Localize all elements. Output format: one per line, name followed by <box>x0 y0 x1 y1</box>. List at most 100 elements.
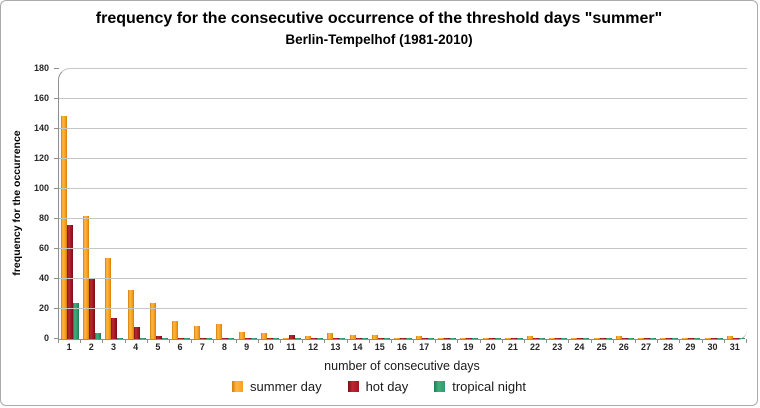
y-tick-label: 140 <box>33 123 49 133</box>
bar-hot-day <box>621 337 628 339</box>
x-tick-mark <box>146 339 148 343</box>
x-tick-label: 21 <box>507 342 518 352</box>
bar-hot-day <box>244 337 251 339</box>
bar-hot-day <box>444 337 451 339</box>
legend-swatch-icon <box>232 381 244 392</box>
bar-hot-day <box>666 337 673 339</box>
x-tick-mark <box>235 339 237 343</box>
legend-label: tropical night <box>452 379 526 394</box>
bar-tropical-night <box>539 337 546 339</box>
bar-summer-day <box>238 331 245 339</box>
x-tick-label: 25 <box>596 342 607 352</box>
bar-tropical-night <box>605 337 612 339</box>
x-tick-label: 13 <box>330 342 341 352</box>
x-tick-label: 30 <box>707 342 718 352</box>
bar-hot-day <box>111 318 118 339</box>
x-tick-label: 10 <box>263 342 274 352</box>
bar-hot-day <box>488 337 495 339</box>
y-tick-label: 160 <box>33 93 49 103</box>
bar-hot-day <box>555 337 562 339</box>
bar-summer-day <box>416 336 423 339</box>
y-tick-mark <box>54 248 59 249</box>
x-tick-mark <box>723 339 725 343</box>
bar-summer-day <box>682 337 689 339</box>
x-tick-mark <box>701 339 703 343</box>
bar-hot-day <box>577 337 584 339</box>
bar-tropical-night <box>405 337 412 339</box>
y-tick-mark <box>54 218 59 219</box>
gridline <box>59 308 747 309</box>
x-tick-label: 26 <box>618 342 629 352</box>
bar-tropical-night <box>272 337 279 339</box>
legend-item: summer day <box>232 379 322 394</box>
x-tick-label: 27 <box>640 342 651 352</box>
bar-group <box>436 69 458 339</box>
gridline <box>59 98 747 99</box>
gridline <box>59 158 747 159</box>
y-tick-mark <box>54 338 59 339</box>
x-tick-label: 17 <box>419 342 430 352</box>
chart-title: frequency for the consecutive occurrence… <box>95 10 663 27</box>
bar-tropical-night <box>583 337 590 339</box>
x-tick-label: 29 <box>685 342 696 352</box>
legend-item: tropical night <box>434 379 526 394</box>
bar-hot-day <box>333 337 340 339</box>
x-tick-label: 23 <box>552 342 563 352</box>
bar-group <box>636 69 658 339</box>
bar-summer-day <box>105 258 112 339</box>
bar-group <box>592 69 614 339</box>
bar-group <box>192 69 214 339</box>
bar-summer-day <box>460 337 467 339</box>
y-tick-label: 120 <box>33 153 49 163</box>
x-tick-label: 7 <box>199 342 205 352</box>
bar-hot-day <box>399 337 406 339</box>
x-tick-mark <box>590 339 592 343</box>
bar-hot-day <box>377 337 384 339</box>
bar-hot-day <box>133 327 140 339</box>
x-tick-mark <box>457 339 459 343</box>
gridline <box>59 278 747 279</box>
x-tick-mark <box>213 339 215 343</box>
bar-group <box>481 69 503 339</box>
bar-tropical-night <box>450 337 457 339</box>
plot-area <box>58 68 747 340</box>
gridline <box>59 218 747 219</box>
y-tick-mark <box>54 68 59 69</box>
x-tick-mark <box>102 339 104 343</box>
x-tick-mark <box>191 339 193 343</box>
bar-tropical-night <box>317 337 324 339</box>
bar-hot-day <box>732 337 739 339</box>
x-tick-label: 24 <box>574 342 585 352</box>
bar-tropical-night <box>649 337 656 339</box>
x-tick-mark <box>58 339 59 343</box>
x-tick-mark <box>657 339 659 343</box>
x-tick-label: 22 <box>530 342 541 352</box>
legend: summer day hot day tropical night <box>1 379 757 394</box>
bar-summer-day <box>172 321 179 339</box>
bar-tropical-night <box>472 337 479 339</box>
bar-group <box>347 69 369 339</box>
bar-summer-day <box>216 324 223 339</box>
bar-hot-day <box>311 337 318 339</box>
legend-label: hot day <box>365 379 409 394</box>
bar-hot-day <box>643 337 650 339</box>
bar-group <box>414 69 436 339</box>
legend-swatch-icon <box>434 381 446 392</box>
x-tick-label: 2 <box>88 342 94 352</box>
bar-tropical-night <box>250 337 257 339</box>
x-tick-label: 6 <box>177 342 183 352</box>
bar-group <box>59 69 81 339</box>
bar-tropical-night <box>139 337 146 339</box>
x-tick-mark <box>413 339 415 343</box>
bar-groups <box>59 69 747 339</box>
x-tick-label: 11 <box>286 342 296 352</box>
x-tick-mark <box>279 339 281 343</box>
bar-hot-day <box>688 337 695 339</box>
legend-item: hot day <box>347 379 409 394</box>
bar-tropical-night <box>516 337 523 339</box>
x-tick-mark <box>390 339 392 343</box>
bar-group <box>281 69 303 339</box>
y-tick-label: 0 <box>43 333 49 343</box>
bar-summer-day <box>482 337 489 339</box>
